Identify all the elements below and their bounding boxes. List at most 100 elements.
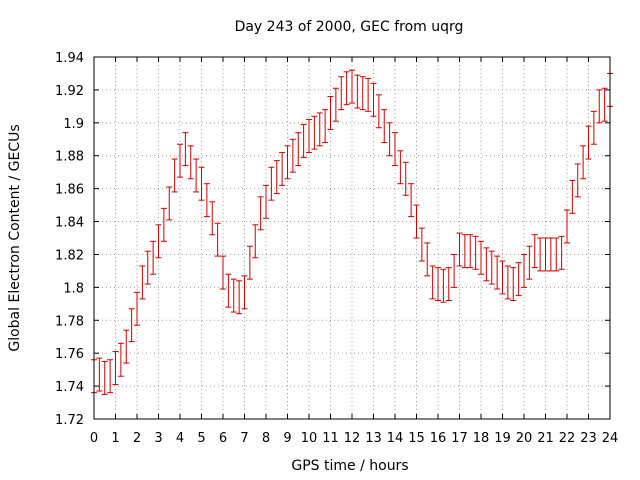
error-bars — [91, 69, 613, 395]
x-tick-label: 24 — [602, 431, 619, 446]
error-bar — [413, 204, 420, 239]
error-bar — [456, 232, 463, 267]
error-bar — [531, 234, 538, 269]
error-bar — [499, 260, 506, 295]
error-bar — [445, 267, 452, 302]
x-tick-label: 14 — [387, 431, 404, 446]
chart-title: Day 243 of 2000, GEC from uqrg — [235, 19, 464, 35]
error-bar — [107, 359, 114, 394]
error-bar — [311, 115, 318, 150]
error-bar — [220, 255, 226, 290]
error-bar — [241, 275, 248, 310]
error-bar — [139, 265, 146, 300]
error-bar — [375, 94, 382, 129]
error-bar — [515, 262, 522, 297]
error-bar — [365, 77, 372, 112]
x-tick-label: 8 — [262, 431, 270, 446]
x-tick-label: 4 — [176, 431, 184, 446]
error-bar — [284, 145, 291, 180]
error-bar — [279, 151, 286, 186]
error-bar — [246, 245, 253, 280]
error-bar — [461, 234, 468, 269]
x-axis-label: GPS time / hours — [291, 458, 408, 474]
x-tick-label: 21 — [537, 431, 554, 446]
error-bar — [402, 161, 409, 196]
x-tick-label: 20 — [516, 431, 533, 446]
error-bar — [273, 160, 280, 195]
x-tick-label: 10 — [301, 431, 318, 446]
error-bar — [252, 224, 259, 259]
error-bar — [327, 95, 334, 130]
error-bar — [386, 122, 393, 157]
error-bar — [166, 186, 173, 221]
error-bar — [483, 247, 490, 282]
plot-frame — [93, 56, 611, 420]
error-bar — [268, 166, 275, 201]
error-bar — [300, 123, 307, 158]
error-bar — [203, 183, 210, 218]
error-bar — [521, 253, 527, 288]
x-tick-label: 11 — [322, 431, 339, 446]
y-tick-label: 1.94 — [55, 51, 84, 66]
error-bar — [547, 237, 554, 272]
x-tick-label: 19 — [494, 431, 511, 446]
error-bar — [397, 150, 404, 185]
error-bar — [182, 132, 189, 167]
error-bar — [472, 235, 479, 270]
x-tick-label: 9 — [283, 431, 291, 446]
x-tick-label: 7 — [240, 431, 248, 446]
x-tick-label: 18 — [473, 431, 490, 446]
error-bar — [601, 87, 608, 122]
x-tick-labels: 0 1 2 3 4 5 6 7 8 9 10 11 12 13 14 15 16 17 18 19 20 21 22 23 24 — [90, 431, 618, 446]
error-bar — [134, 291, 140, 326]
error-bar — [123, 329, 130, 364]
y-tick-label: 1.82 — [55, 248, 84, 263]
error-bar — [408, 183, 415, 218]
error-bar — [504, 265, 511, 300]
error-bar — [526, 245, 533, 280]
x-tick-label: 6 — [219, 431, 227, 446]
error-bar — [214, 222, 221, 257]
error-bar — [574, 163, 581, 198]
error-bar — [510, 267, 517, 302]
y-tick-label: 1.86 — [55, 183, 84, 198]
error-bar — [467, 234, 474, 269]
error-bar — [381, 109, 388, 144]
error-bar — [96, 357, 103, 392]
error-bar — [429, 265, 436, 300]
x-tick-label: 16 — [430, 431, 447, 446]
y-tick-label: 1.74 — [55, 380, 84, 395]
error-bar — [338, 76, 345, 111]
error-bar — [424, 242, 431, 277]
error-bar — [155, 224, 162, 259]
error-bar — [187, 145, 194, 180]
error-bar — [332, 87, 339, 122]
error-bar — [580, 145, 587, 180]
error-bar — [451, 253, 458, 288]
error-bar — [590, 110, 597, 145]
x-tick-label: 23 — [580, 431, 597, 446]
error-bar — [553, 237, 560, 272]
error-bar — [101, 360, 108, 395]
x-tick-label: 1 — [111, 431, 119, 446]
y-tick-label: 1.76 — [55, 347, 84, 362]
error-bar — [289, 138, 296, 173]
error-bar — [225, 273, 232, 308]
error-bar — [488, 250, 495, 285]
x-tick-label: 5 — [197, 431, 205, 446]
error-bar — [494, 255, 501, 290]
y-tick-label: 1.92 — [55, 84, 84, 99]
error-bar — [263, 184, 269, 219]
error-bar — [160, 207, 167, 242]
error-bar — [585, 125, 592, 160]
error-bar — [177, 143, 183, 178]
error-bar — [354, 74, 361, 109]
x-tick-label: 0 — [90, 431, 98, 446]
error-bar — [349, 69, 355, 104]
x-tick-label: 13 — [365, 431, 382, 446]
error-bar — [193, 158, 200, 193]
y-tick-label: 1.72 — [55, 413, 84, 428]
error-bar — [112, 351, 119, 385]
x-tick-label: 12 — [344, 431, 361, 446]
